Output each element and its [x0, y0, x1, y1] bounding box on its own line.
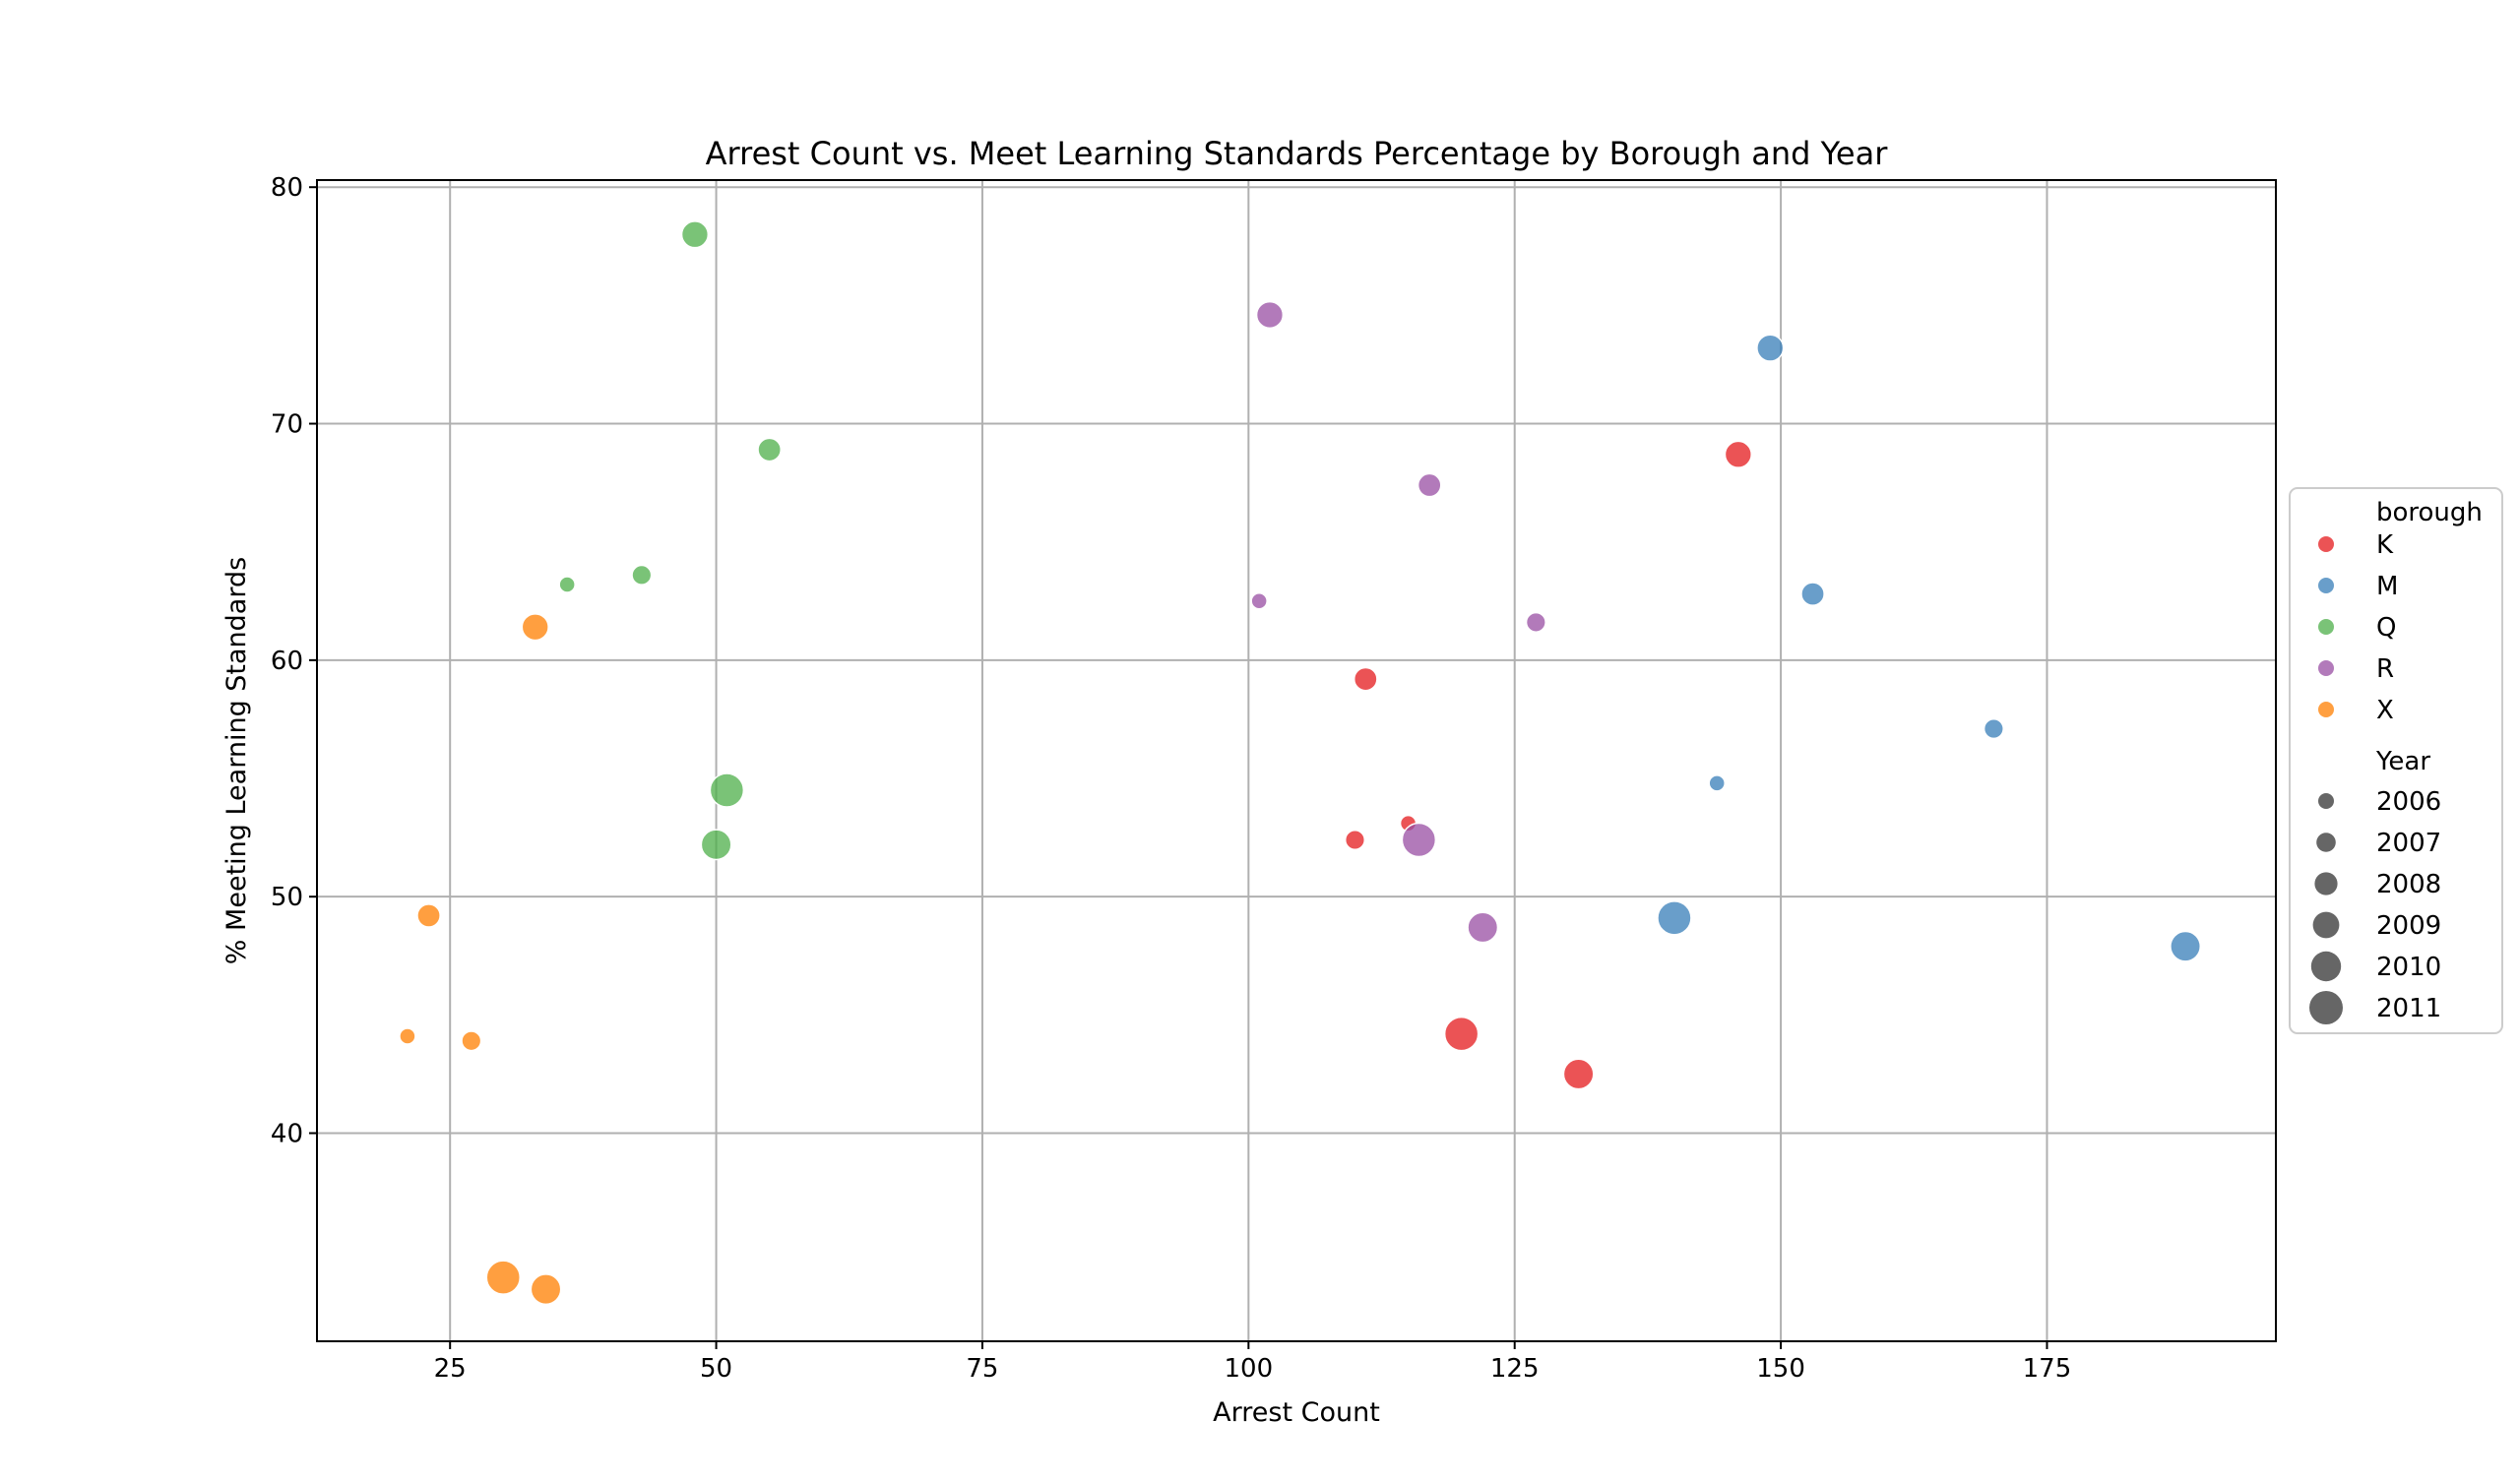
plot-frame: [316, 179, 2277, 1342]
data-point: [709, 772, 745, 808]
data-point: [530, 1273, 562, 1306]
data-point: [558, 576, 576, 593]
x-tick-label: 75: [966, 1354, 998, 1384]
chart-title: Arrest Count vs. Meet Learning Standards…: [706, 135, 1889, 172]
legend-hue-title: borough: [2376, 498, 2483, 527]
legend-year-entries: 2006 2007 2008 2009 2010 2011: [2309, 787, 2441, 1024]
legend-year-2007: 2007: [2376, 829, 2441, 858]
data-point: [680, 220, 710, 249]
y-tick-label: 70: [271, 410, 303, 440]
data-point: [1756, 334, 1785, 362]
legend-label-q: Q: [2376, 613, 2396, 643]
data-point: [461, 1030, 482, 1052]
y-tick-label: 50: [271, 883, 303, 912]
data-point: [399, 1027, 416, 1045]
data-point: [2170, 930, 2202, 962]
legend-year-2010: 2010: [2376, 953, 2441, 982]
data-point: [485, 1260, 522, 1295]
data-point: [1562, 1058, 1595, 1090]
data-point: [416, 903, 441, 928]
x-tick-label: 50: [700, 1354, 732, 1384]
data-point: [700, 829, 732, 861]
legend-label-r: R: [2376, 654, 2394, 684]
legend-size-marker: [2316, 833, 2336, 852]
data-point: [1467, 911, 1499, 944]
grid: [317, 180, 2276, 1341]
series-x: [399, 613, 562, 1306]
data-point: [631, 564, 653, 586]
data-point: [1255, 300, 1285, 330]
data-point: [1657, 900, 1692, 936]
data-points: [399, 220, 2202, 1306]
data-point: [1525, 611, 1546, 633]
data-point: [1417, 472, 1442, 498]
data-point: [757, 437, 782, 463]
legend-label-x: X: [2376, 696, 2394, 725]
series-q: [558, 220, 782, 861]
legend-size-marker: [2310, 951, 2342, 982]
series-k: [1344, 440, 1752, 1090]
legend-year-2009: 2009: [2376, 911, 2441, 941]
axis-ticks: 25 50 75 100 125 150 175 40 50 60 70 80: [271, 173, 2071, 1384]
data-point: [1983, 718, 2004, 740]
y-axis-label: % Meeting Learning Standards: [221, 557, 252, 964]
data-point: [521, 613, 549, 642]
data-point: [1344, 829, 1366, 851]
legend-marker-m: [2318, 578, 2334, 593]
data-point: [1401, 822, 1437, 858]
y-tick-label: 40: [271, 1120, 303, 1149]
data-point: [1443, 1016, 1480, 1052]
legend-label-m: M: [2376, 572, 2398, 601]
x-tick-label: 150: [1756, 1354, 1805, 1384]
x-tick-label: 100: [1225, 1354, 1274, 1384]
series-r: [1250, 300, 1546, 944]
legend-size-marker: [2314, 872, 2338, 895]
legend-box: [2289, 487, 2503, 1034]
legend-year-2008: 2008: [2376, 870, 2441, 899]
legend-label-k: K: [2376, 530, 2394, 560]
legend-marker-k: [2318, 536, 2334, 552]
data-point: [1800, 582, 1825, 606]
y-tick-label: 60: [271, 647, 303, 676]
legend-size-marker: [2318, 793, 2334, 809]
data-point: [1250, 592, 1268, 610]
x-tick-label: 175: [2023, 1354, 2072, 1384]
x-tick-label: 25: [434, 1354, 467, 1384]
legend-year-2006: 2006: [2376, 787, 2441, 817]
data-point: [1724, 440, 1752, 468]
series-m: [1657, 334, 2202, 962]
x-tick-label: 125: [1490, 1354, 1540, 1384]
legend-year-2011: 2011: [2376, 994, 2441, 1023]
legend-marker-r: [2318, 660, 2334, 676]
legend-size-marker: [2309, 991, 2343, 1024]
legend-marker-x: [2318, 702, 2334, 717]
data-point: [1708, 774, 1726, 792]
y-tick-label: 80: [271, 173, 303, 203]
legend-size-marker: [2312, 911, 2340, 939]
data-point: [1353, 666, 1378, 692]
x-axis-label: Arrest Count: [1213, 1397, 1380, 1428]
legend-size-title: Year: [2375, 747, 2430, 776]
legend-marker-q: [2318, 619, 2334, 635]
